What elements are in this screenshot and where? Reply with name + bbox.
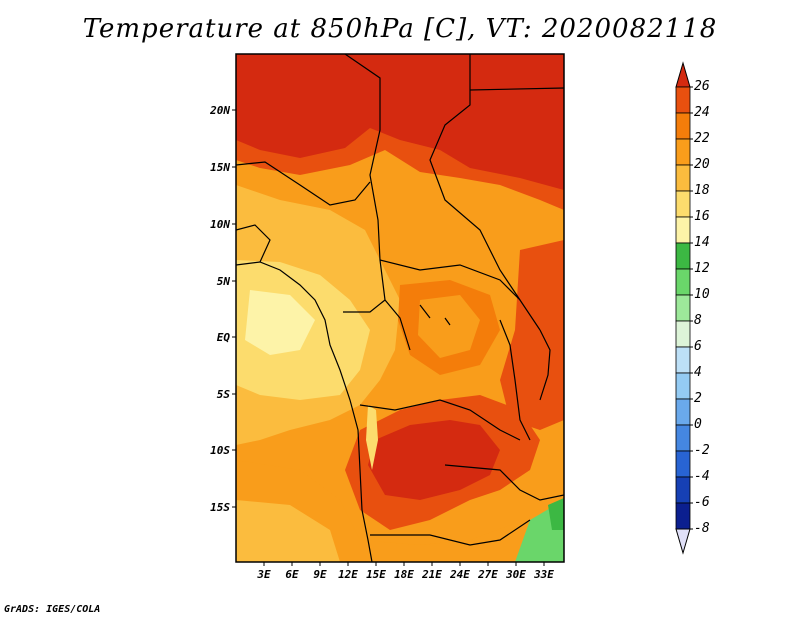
colorbar-label: 16 [694,209,710,224]
country-borders [236,54,564,562]
colorbar-label: 6 [694,339,702,354]
colorbar-under-arrow [675,528,691,555]
colorbar-segment [675,502,691,530]
colorbar [675,61,693,555]
colorbar-label: 0 [694,417,702,432]
lon-label: 9E [313,568,327,581]
colorbar-segment [675,424,691,452]
colorbar-segment [675,216,691,244]
lat-label: 15N [210,161,230,174]
colorbar-segment [675,86,691,114]
credit-text: GrADS: IGES/COLA [4,604,101,615]
colorbar-segment [675,164,691,192]
colorbar-label: 12 [694,261,710,276]
lon-label: 30E [506,568,526,581]
lat-label: 10N [210,218,230,231]
lon-label: 24E [450,568,470,581]
lon-label: 33E [534,568,554,581]
colorbar-label: 4 [694,365,702,380]
colorbar-segment [675,476,691,504]
colorbar-segment [675,294,691,322]
lon-label: 15E [366,568,386,581]
colorbar-label: 24 [694,105,710,120]
temperature-field [236,54,564,562]
colorbar-label: 14 [694,235,710,250]
lon-label: 18E [394,568,414,581]
colorbar-over-arrow [675,61,691,88]
colorbar-segment [675,346,691,374]
colorbar-label: -4 [694,469,710,484]
colorbar-segment [675,242,691,270]
colorbar-label: -6 [694,495,710,510]
lat-label: 5N [216,275,230,288]
lat-label: 10S [210,444,230,457]
colorbar-segment [675,190,691,218]
colorbar-segment [675,450,691,478]
colorbar-label: 10 [694,287,710,302]
lon-label: 12E [338,568,358,581]
colorbar-segment [675,372,691,400]
lat-label: 5S [216,388,230,401]
colorbar-label: 22 [694,131,710,146]
map-title: Temperature at 850hPa [C], VT: 202008211… [82,14,718,44]
colorbar-segment [675,112,691,140]
colorbar-label: 18 [694,183,710,198]
colorbar-segment [675,138,691,166]
lat-label: 20N [210,104,230,117]
lon-label: 3E [257,568,271,581]
colorbar-segment [675,398,691,426]
colorbar-segment [675,320,691,348]
colorbar-label: 2 [694,391,702,406]
colorbar-label: 26 [694,79,710,94]
colorbar-label: 8 [694,313,702,328]
colorbar-label: -2 [694,443,710,458]
lat-label: EQ [216,331,230,344]
lon-label: 6E [285,568,299,581]
colorbar-segment [675,268,691,296]
lat-label: 15S [210,501,230,514]
lon-label: 27E [478,568,498,581]
map-frame [232,53,565,566]
colorbar-label: 20 [694,157,710,172]
lon-label: 21E [422,568,442,581]
colorbar-label: -8 [694,521,710,536]
